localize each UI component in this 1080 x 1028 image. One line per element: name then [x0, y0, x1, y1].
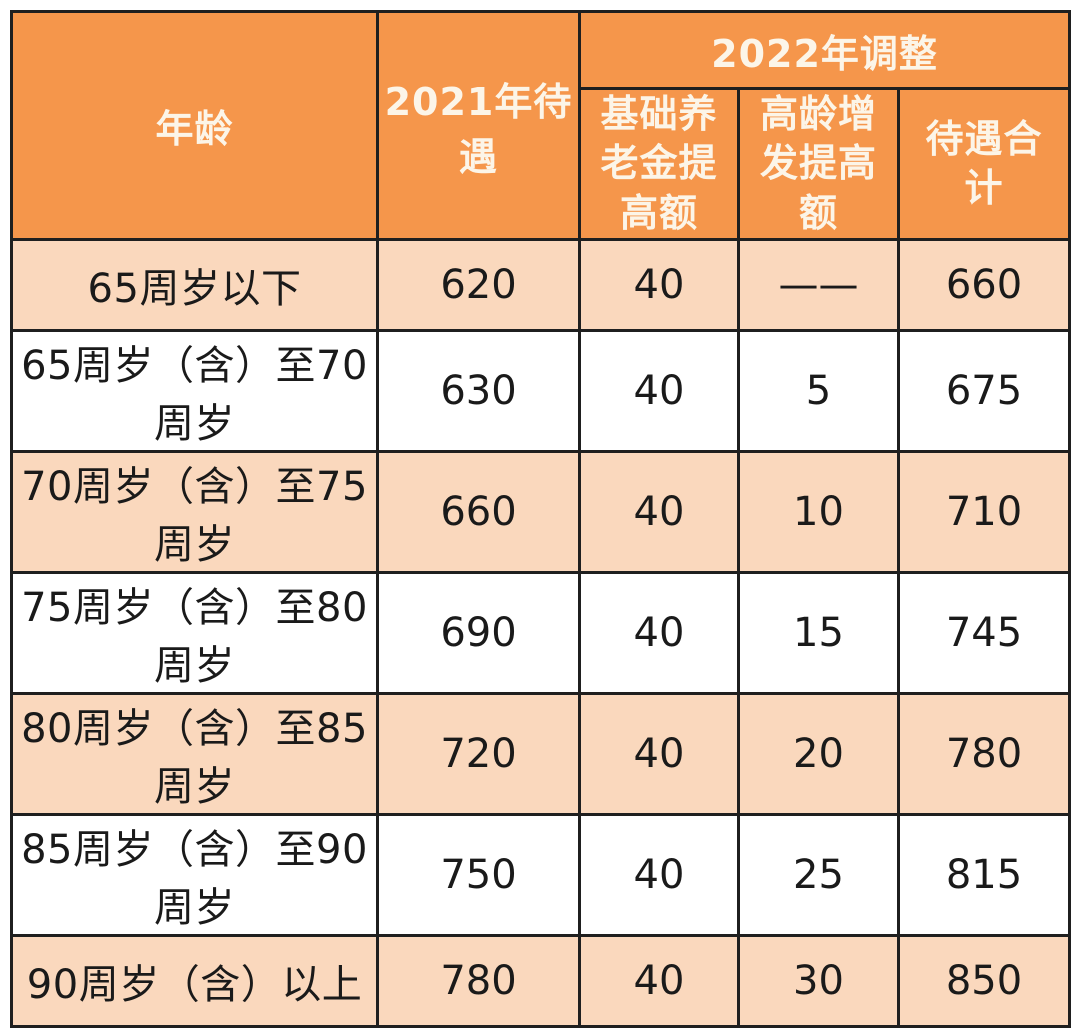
cell-elderly-increase: 10 [737, 450, 900, 575]
cell-elderly-increase: 25 [737, 813, 900, 938]
cell-elderly-increase: 5 [737, 329, 900, 454]
cell-total: 660 [896, 238, 1072, 333]
header-cell-age: 年龄 [10, 9, 379, 242]
table-row: 90周岁（含）以上 780 40 30 850 [10, 934, 1072, 1028]
cell-2021-benefit: 630 [376, 329, 581, 454]
table-body: 65周岁以下 620 40 —— 660 65周岁（含）至70周岁 630 40… [10, 238, 1072, 1028]
table-row: 80周岁（含）至85周岁 720 40 20 780 [10, 692, 1072, 817]
cell-2021-benefit: 660 [376, 450, 581, 575]
cell-age: 70周岁（含）至75周岁 [10, 450, 379, 575]
page-background: 年龄 2021年待遇 2022年调整 基础养老金提高额 高龄增发提高额 待遇合计… [10, 9, 1072, 1028]
table-header: 年龄 2021年待遇 2022年调整 基础养老金提高额 高龄增发提高额 待遇合计 [10, 9, 1072, 242]
cell-age: 80周岁（含）至85周岁 [10, 692, 379, 817]
cell-basic-increase: 40 [578, 813, 740, 938]
table-row: 65周岁以下 620 40 —— 660 [10, 238, 1072, 333]
cell-elderly-increase: 20 [737, 692, 900, 817]
cell-age: 90周岁（含）以上 [10, 934, 379, 1028]
header-row-top: 年龄 2021年待遇 2022年调整 [10, 9, 1072, 242]
cell-total: 710 [896, 450, 1072, 575]
cell-total: 815 [896, 813, 1072, 938]
cell-basic-increase: 40 [578, 450, 740, 575]
table-row: 70周岁（含）至75周岁 660 40 10 710 [10, 450, 1072, 575]
header-cell-2021-benefit: 2021年待遇 [376, 9, 581, 242]
cell-2021-benefit: 780 [376, 934, 581, 1028]
table-row: 85周岁（含）至90周岁 750 40 25 815 [10, 813, 1072, 938]
table-row: 65周岁（含）至70周岁 630 40 5 675 [10, 329, 1072, 454]
cell-elderly-increase: 30 [737, 934, 900, 1028]
cell-2021-benefit: 720 [376, 692, 581, 817]
cell-elderly-increase: —— [737, 238, 900, 333]
cell-basic-increase: 40 [578, 238, 740, 333]
table-row: 75周岁（含）至80周岁 690 40 15 745 [10, 571, 1072, 696]
cell-2021-benefit: 690 [376, 571, 581, 696]
cell-basic-increase: 40 [578, 571, 740, 696]
header-cell-elderly-increase: 高龄增发提高额 [737, 86, 900, 242]
header-cell-2022-adjustment: 2022年调整 [577, 10, 1072, 90]
cell-basic-increase: 40 [578, 692, 740, 817]
cell-2021-benefit: 750 [376, 813, 581, 938]
pension-adjustment-table: 年龄 2021年待遇 2022年调整 基础养老金提高额 高龄增发提高额 待遇合计… [10, 9, 1072, 1028]
cell-2021-benefit: 620 [376, 238, 581, 333]
cell-total: 780 [896, 692, 1072, 817]
cell-total: 745 [896, 571, 1072, 696]
cell-basic-increase: 40 [578, 934, 740, 1028]
header-cell-basic-increase: 基础养老金提高额 [578, 86, 740, 242]
cell-age: 65周岁以下 [10, 238, 379, 333]
cell-total: 850 [896, 934, 1072, 1028]
cell-age: 65周岁（含）至70周岁 [10, 329, 379, 454]
cell-age: 75周岁（含）至80周岁 [10, 571, 379, 696]
cell-elderly-increase: 15 [737, 571, 900, 696]
cell-age: 85周岁（含）至90周岁 [10, 813, 379, 938]
cell-basic-increase: 40 [578, 329, 740, 454]
cell-total: 675 [896, 329, 1072, 454]
header-cell-total: 待遇合计 [896, 86, 1072, 242]
header-row-sub: 基础养老金提高额 高龄增发提高额 待遇合计 [12, 86, 1072, 242]
